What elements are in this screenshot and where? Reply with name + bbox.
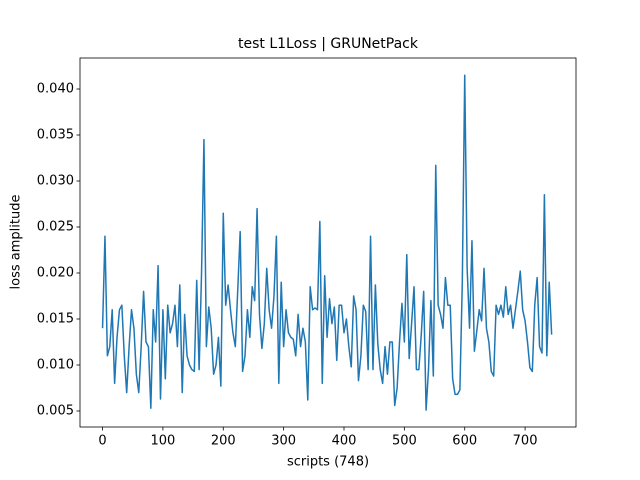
- plot-frame: [79, 57, 577, 428]
- y-tick-label: 0.015: [37, 311, 74, 326]
- y-tick-label: 0.025: [37, 219, 74, 234]
- x-tick-label: 500: [392, 434, 417, 449]
- x-tick-label: 400: [332, 434, 357, 449]
- chart-title: test L1Loss | GRUNetPack: [238, 36, 419, 52]
- x-tick-label: 100: [150, 434, 175, 449]
- y-tick-label: 0.030: [37, 174, 74, 189]
- x-tick-label: 600: [452, 434, 477, 449]
- y-tick-label: 0.040: [37, 82, 74, 97]
- y-axis-label: loss amplitude: [9, 195, 24, 290]
- x-tick-label: 700: [513, 434, 538, 449]
- x-tick-label: 200: [211, 434, 236, 449]
- x-tick-label: 300: [271, 434, 296, 449]
- y-tick-label: 0.010: [37, 357, 74, 372]
- x-axis-label: scripts (748): [287, 455, 369, 470]
- y-tick-label: 0.005: [37, 403, 74, 418]
- data-line: [101, 74, 553, 411]
- y-tick-label: 0.035: [37, 128, 74, 143]
- y-tick-label: 0.020: [37, 265, 74, 280]
- x-tick-label: 0: [98, 434, 106, 449]
